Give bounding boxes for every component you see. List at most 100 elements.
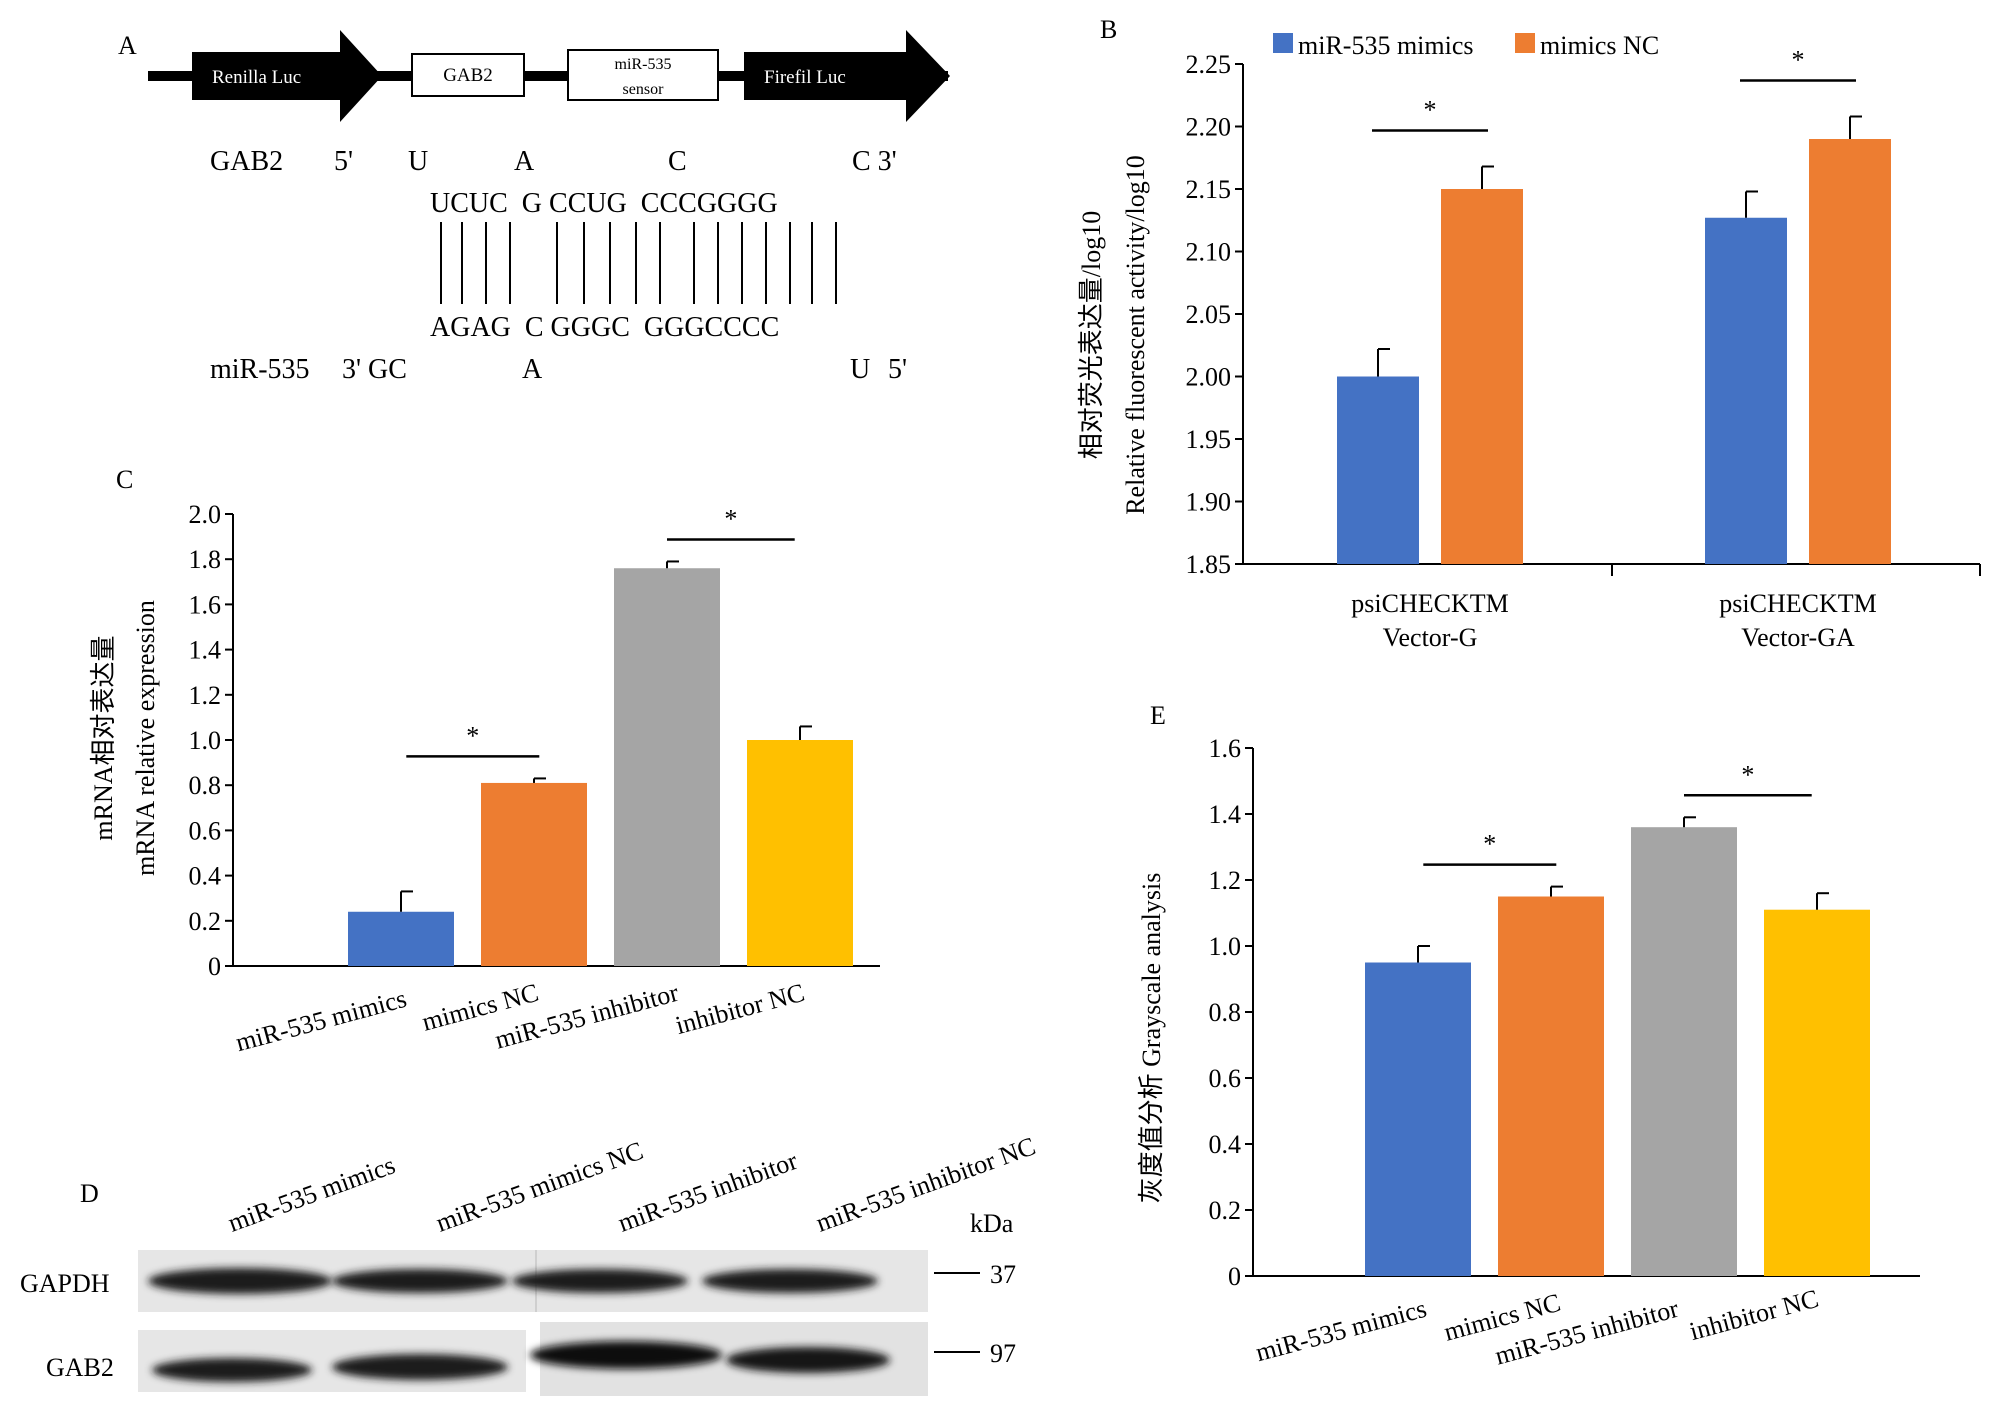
panel-e-label: E: [1150, 701, 1166, 730]
kda-label: kDa: [970, 1209, 1014, 1238]
gab2-kda-value: 97: [990, 1339, 1016, 1368]
gab2-unpaired-a: A: [514, 146, 535, 177]
chart-e-plot: 0 0.2 0.4 0.6 0.8 1.0 1.2 1.4 1.6 * * miR-535 mimic…: [1209, 734, 1920, 1371]
firefly-luc-label: Firefil Luc: [764, 67, 846, 88]
c-ylabel-cn: mRNA相对表达量: [89, 635, 118, 840]
e-xtick-label-0: miR-535 mimics: [1253, 1294, 1430, 1367]
gapdh-band-3: [512, 1269, 688, 1293]
renilla-luc-arrow: [192, 30, 382, 122]
gapdh-band-1: [148, 1268, 332, 1294]
c-bar-1: [481, 782, 587, 966]
e-bar-0: [1365, 962, 1471, 1276]
gab2-box-label: GAB2: [443, 65, 493, 86]
gab2-unpaired-c: C: [668, 146, 687, 177]
e-ytick-label-4: 0.8: [1209, 998, 1242, 1027]
chart-b-plot: 1.85 1.90 1.95 2.00 2.05 2.10 2.15 2.20 2.25 * psi…: [1186, 46, 1981, 652]
b-ytick-label-3: 2.00: [1186, 363, 1232, 392]
e-ytick-label-1: 0.2: [1209, 1196, 1242, 1225]
c-bar-3: [747, 740, 853, 966]
panel-e: E 灰度值分析 Grayscale analysis 0 0.2 0.4 0.6 0.8…: [1137, 701, 1920, 1371]
e-ytick-label-5: 1.0: [1209, 932, 1242, 961]
blot-row-gab2-label: GAB2: [46, 1353, 114, 1382]
legend-mimics: miR-535 mimics: [1298, 31, 1474, 60]
mir535-sensor-box: [567, 49, 719, 101]
mir535-sensor-label-bottom: sensor: [623, 81, 665, 98]
b-ytick-label-0: 1.85: [1186, 550, 1232, 579]
e-ytick-label-6: 1.2: [1209, 866, 1242, 895]
c-ytick-label-3: 0.6: [189, 816, 222, 845]
panel-c: C mRNA相对表达量 mRNA relative expression 0 0.…: [89, 465, 880, 1057]
lane-label-mimics: miR-535 mimics: [224, 1150, 399, 1237]
gapdh-band-2: [332, 1269, 508, 1293]
renilla-luc-label: Renilla Luc: [212, 67, 301, 88]
gab2-band-4: [726, 1347, 890, 1373]
c-sig-star-0: *: [466, 721, 479, 750]
b-g0-bar-0: [1337, 376, 1419, 564]
b-ylabel-en: Relative fluorescent activity/log10: [1121, 155, 1150, 515]
mir535-seq-label: miR-535: [210, 354, 310, 385]
gapdh-band-4: [702, 1269, 878, 1293]
panel-d-label: D: [80, 1179, 99, 1208]
c-ytick-label-4: 0.8: [189, 771, 222, 800]
e-ytick-label-2: 0.4: [1209, 1130, 1242, 1159]
mir535-3prime-gc: 3' GC: [342, 354, 407, 385]
mir535-paired-seq: AGAG C GGGC GGGCCCC: [430, 312, 779, 343]
gab2-paired-seq: UCUC G CCUG CCCGGGG: [430, 188, 778, 219]
b-ytick-label-8: 2.25: [1186, 50, 1232, 79]
c-bar-0: [348, 911, 454, 966]
b-sig-star-1: *: [1792, 46, 1805, 75]
legend-swatch-nc: [1515, 33, 1535, 53]
c-ytick-label-0: 0: [208, 952, 221, 981]
panel-b-label: B: [1100, 15, 1117, 44]
b-ytick-label-6: 2.15: [1186, 175, 1232, 204]
c-ylabel-en: mRNA relative expression: [131, 600, 160, 876]
mir535-unpaired-a: A: [522, 354, 543, 385]
c-ytick-label-2: 0.4: [189, 862, 222, 891]
chart-c-plot: 0 0.2 0.4 0.6 0.8 1.0 1.2 1.4 1.6 1.8 2.0 * * miR-535…: [189, 500, 880, 1057]
c-ytick-label-10: 2.0: [189, 500, 222, 529]
blot-row-gapdh-label: GAPDH: [20, 1269, 110, 1298]
construct-backbone: [148, 71, 948, 81]
c-bar-2: [614, 568, 720, 966]
b-g0-bar-1: [1441, 189, 1523, 564]
b-ytick-label-7: 2.20: [1186, 113, 1232, 142]
c-ytick-label-8: 1.6: [189, 590, 222, 619]
e-xtick-label-3: inhibitor NC: [1686, 1284, 1821, 1346]
c-xtick-label-0: miR-535 mimics: [233, 984, 410, 1057]
b-sig-star-0: *: [1424, 96, 1437, 125]
c-sig-star-1: *: [724, 504, 737, 533]
legend-swatch-mimics: [1273, 33, 1293, 53]
mir535-5prime: 5': [888, 354, 907, 385]
e-sig-star-0: *: [1483, 830, 1496, 859]
b-g1-bar-1: [1809, 139, 1891, 564]
e-ytick-label-3: 0.6: [1209, 1064, 1242, 1093]
legend-mimics-nc: mimics NC: [1540, 31, 1659, 60]
gab2-band-3: [530, 1341, 722, 1369]
gab2-5prime: 5': [334, 146, 353, 177]
b-xtick-label-1-1: Vector-GA: [1741, 623, 1855, 652]
gab2-box: [411, 53, 525, 97]
c-ytick-label-1: 0.2: [189, 907, 222, 936]
panel-c-label: C: [116, 465, 133, 494]
b-ytick-label-2: 1.95: [1186, 425, 1232, 454]
lane-label-mimics-nc: miR-535 mimics NC: [432, 1136, 647, 1238]
firefly-luc-arrow: [744, 30, 950, 122]
b-ytick-label-4: 2.05: [1186, 300, 1232, 329]
gapdh-kda-value: 37: [990, 1260, 1016, 1289]
basepair-lines: [440, 222, 837, 304]
e-ylabel: 灰度值分析 Grayscale analysis: [1137, 873, 1166, 1204]
c-ytick-label-5: 1.0: [189, 726, 222, 755]
e-bar-3: [1764, 909, 1870, 1276]
b-xtick-label-0-1: Vector-G: [1383, 623, 1478, 652]
c-xtick-label-3: inhibitor NC: [672, 978, 807, 1040]
gab2-seq-label: GAB2: [210, 146, 283, 177]
gab2-3prime: C 3': [852, 146, 897, 177]
e-sig-star-1: *: [1741, 760, 1754, 789]
e-ytick-label-0: 0: [1228, 1262, 1241, 1291]
e-ytick-label-7: 1.4: [1209, 800, 1242, 829]
panel-b: B miR-535 mimics mimics NC 相对荧光表达量/log10…: [1077, 15, 1981, 652]
gab2-band-2: [332, 1354, 508, 1380]
b-xtick-label-0-0: psiCHECKTM: [1351, 589, 1508, 618]
c-ytick-label-6: 1.2: [189, 681, 222, 710]
panel-a-label: A: [118, 31, 137, 60]
